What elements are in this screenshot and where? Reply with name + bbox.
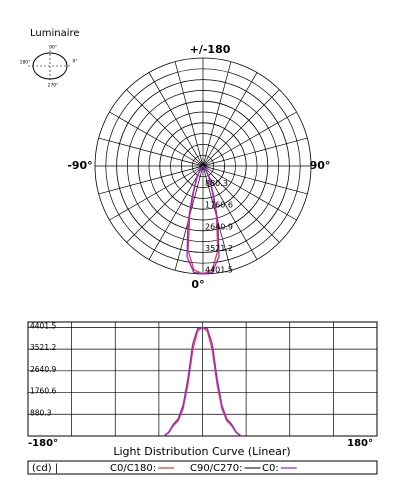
legend-label: C0/C180:	[110, 463, 156, 474]
minor-ring	[127, 90, 279, 242]
luminaire-title: Luminaire	[30, 28, 80, 39]
curve	[186, 165, 220, 275]
icon-label: 0°	[72, 59, 77, 65]
icon-label: 270°	[48, 83, 59, 89]
angle-label: +/-180	[190, 43, 231, 56]
icon-label: 180°	[20, 60, 31, 66]
minor-ring	[148, 111, 258, 221]
minor-ring	[105, 68, 301, 264]
icon-label: 90°	[49, 45, 57, 51]
curve	[163, 326, 242, 437]
angle-label: -90°	[67, 159, 92, 172]
luminaire-icon: 90° 180° 0° 270°	[20, 45, 78, 89]
y-tick-label: 4401.5	[30, 321, 56, 330]
legend-box	[27, 460, 378, 475]
y-tick-label: 3521.2	[30, 343, 56, 352]
minor-ring	[170, 133, 236, 199]
y-tick-label: 1760.6	[30, 387, 56, 396]
angle-label: 90°	[310, 159, 331, 172]
ring	[116, 79, 290, 253]
ring	[159, 122, 247, 210]
ring	[137, 100, 269, 232]
x-tick-label: 180°	[347, 438, 373, 449]
unit-label: (cd) |	[32, 463, 58, 474]
ring-label: 4401.5	[205, 266, 233, 275]
ring-label: 1760.6	[205, 201, 233, 210]
minor-ring	[191, 154, 215, 178]
y-tick-label: 880.3	[30, 408, 52, 417]
ring-label: 2640.9	[205, 222, 233, 231]
x-tick-label: -180°	[28, 438, 58, 449]
legend-label: C90/C270:	[190, 463, 243, 474]
angle-label: 0°	[191, 278, 204, 291]
ring	[180, 143, 225, 188]
ring-label: 3521.2	[205, 244, 233, 253]
y-tick-label: 2640.9	[30, 365, 56, 374]
legend-label: C0:	[262, 463, 279, 474]
chart-title: Light Distribution Curve (Linear)	[113, 445, 290, 458]
ring-label: 880.3	[205, 179, 228, 188]
